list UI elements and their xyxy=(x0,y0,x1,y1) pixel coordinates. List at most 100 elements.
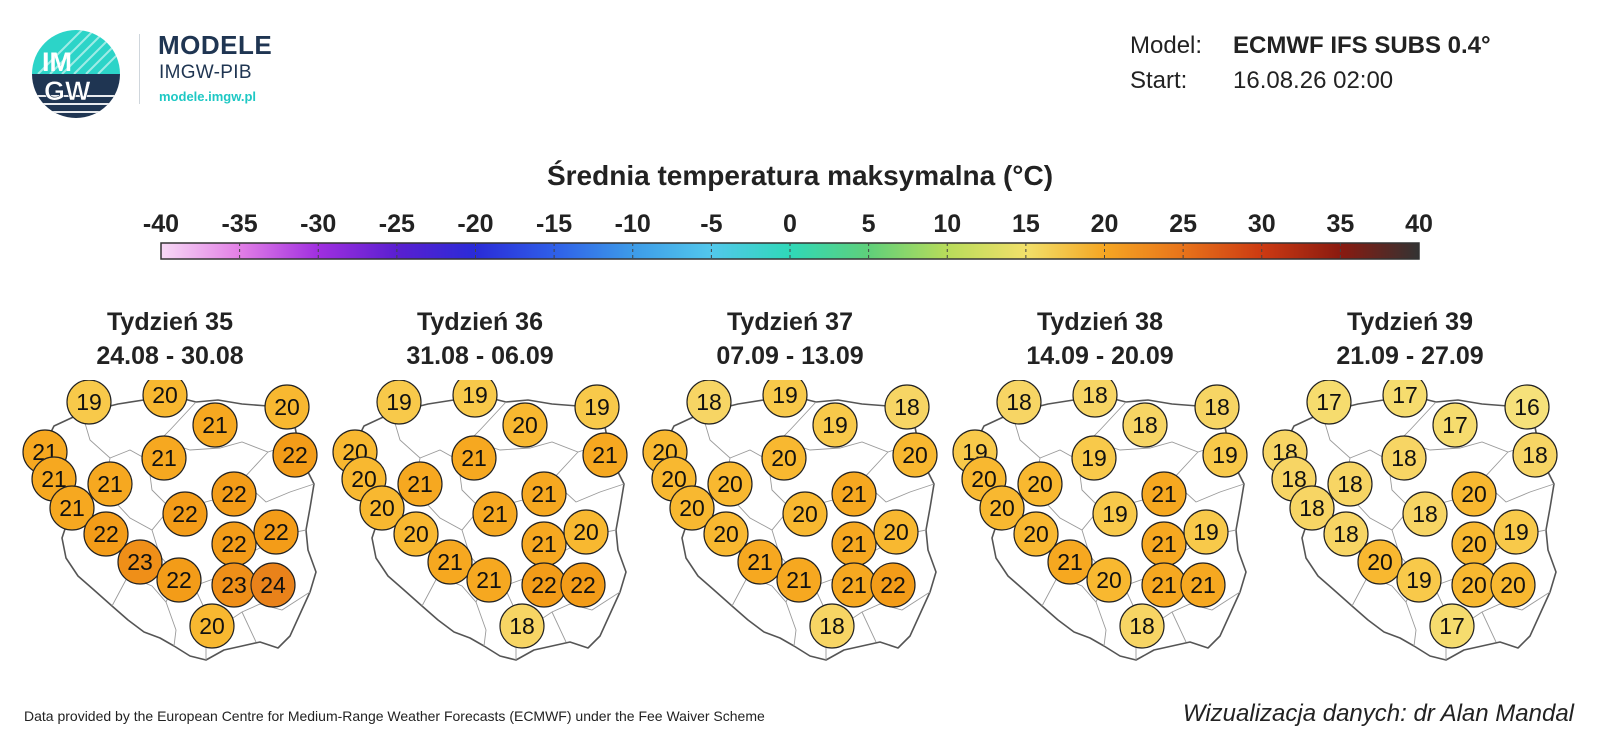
temperature-marker-circle xyxy=(452,380,498,418)
region-boundary xyxy=(551,611,567,643)
temperature-value: 22 xyxy=(166,567,192,593)
temperature-marker: 21 xyxy=(397,461,443,507)
temperature-value: 17 xyxy=(1442,412,1468,438)
region-boundary xyxy=(391,401,507,461)
temperature-value: 18 xyxy=(1204,394,1230,420)
temperature-value: 21 xyxy=(841,531,867,557)
temperature-value: 18 xyxy=(509,613,535,639)
temperature-marker: 22 xyxy=(156,557,202,603)
temperature-marker-circle xyxy=(66,380,112,425)
scale-tick-label: -35 xyxy=(222,210,258,238)
scale-tick-label: -20 xyxy=(457,210,493,238)
scale-tick-label: -5 xyxy=(700,210,722,238)
scale-tick-label: 20 xyxy=(1091,210,1119,238)
temperature-marker-circle xyxy=(703,511,749,557)
temperature-value: 20 xyxy=(274,394,300,420)
temperature-value: 19 xyxy=(386,389,412,415)
temperature-marker-circle xyxy=(782,491,828,537)
temperature-marker-circle xyxy=(776,557,822,603)
temperature-marker: 19 xyxy=(762,380,808,418)
temperature-value: 18 xyxy=(1412,501,1438,527)
temperature-marker-circle xyxy=(1086,557,1132,603)
temperature-value: 20 xyxy=(713,521,739,547)
temperature-marker-circle xyxy=(451,435,497,481)
temperature-marker-circle xyxy=(1323,511,1369,557)
temperature-value: 24 xyxy=(260,572,286,598)
temperature-marker-circle xyxy=(574,384,620,430)
scale-tick-label: -40 xyxy=(143,210,179,238)
temperature-marker-circle xyxy=(1451,471,1497,517)
brand-subtitle: IMGW-PIB xyxy=(159,62,252,83)
temperature-marker: 20 xyxy=(703,511,749,557)
temperature-value: 18 xyxy=(1333,521,1359,547)
temperature-marker-circle xyxy=(1141,471,1187,517)
temperature-marker: 20 xyxy=(359,485,405,531)
week-date-range: 14.09 - 20.09 xyxy=(1026,342,1174,370)
temperature-value: 20 xyxy=(1461,481,1487,507)
logo-divider xyxy=(139,34,140,104)
temperature-value: 22 xyxy=(221,481,247,507)
temperature-marker-circle xyxy=(211,471,257,517)
model-label: Model: xyxy=(1130,32,1203,59)
temperature-marker: 17 xyxy=(1429,603,1475,649)
temperature-marker: 18 xyxy=(1122,402,1168,448)
temperature-marker: 22 xyxy=(211,471,257,517)
temperature-marker: 21 xyxy=(1141,562,1187,608)
temperature-marker: 20 xyxy=(1357,539,1403,585)
temperature-marker-circle xyxy=(472,491,518,537)
temperature-value: 20 xyxy=(989,495,1015,521)
temperature-marker: 20 xyxy=(563,509,609,555)
temperature-marker: 20 xyxy=(502,402,548,448)
temperature-marker-circle xyxy=(669,485,715,531)
temperature-marker: 17 xyxy=(1432,402,1478,448)
temperature-marker-circle xyxy=(1092,491,1138,537)
temperature-marker-circle xyxy=(264,384,310,430)
temperature-value: 21 xyxy=(97,471,123,497)
temperature-marker: 18 xyxy=(1289,485,1335,531)
temperature-marker-circle xyxy=(192,402,238,448)
temperature-marker: 20 xyxy=(1490,562,1536,608)
temperature-marker: 21 xyxy=(472,491,518,537)
temperature-marker-circle xyxy=(1512,432,1558,478)
temperature-value: 20 xyxy=(1461,531,1487,557)
temperature-marker: 20 xyxy=(264,384,310,430)
temperature-marker-circle xyxy=(427,539,473,585)
week-date-range: 21.09 - 27.09 xyxy=(1336,342,1484,370)
temperature-marker-circle xyxy=(272,432,318,478)
temperature-marker-circle xyxy=(1493,509,1539,555)
temperature-value: 19 xyxy=(822,412,848,438)
temperature-value: 21 xyxy=(531,481,557,507)
temperature-marker-circle xyxy=(884,384,930,430)
temperature-value: 20 xyxy=(1461,572,1487,598)
temperature-value: 20 xyxy=(717,471,743,497)
temperature-value: 19 xyxy=(1503,519,1529,545)
temperature-value: 20 xyxy=(679,495,705,521)
temperature-marker: 19 xyxy=(452,380,498,418)
temperature-value: 21 xyxy=(482,501,508,527)
svg-text:GW: GW xyxy=(44,76,91,106)
temperature-value: 20 xyxy=(152,382,178,408)
temperature-marker-circle xyxy=(521,471,567,517)
temperature-marker: 19 xyxy=(1071,435,1117,481)
week-title: Tydzień 38 xyxy=(1037,308,1163,336)
scale-tick-label: -25 xyxy=(379,210,415,238)
region-boundary xyxy=(1095,601,1107,647)
temperature-marker-circle xyxy=(141,435,187,481)
temperature-marker: 21 xyxy=(521,521,567,567)
temperature-marker-circle xyxy=(979,485,1025,531)
temperature-marker-circle xyxy=(1013,511,1059,557)
temperature-value: 21 xyxy=(592,442,618,468)
temperature-marker-circle xyxy=(1047,539,1093,585)
temperature-value: 21 xyxy=(1151,481,1177,507)
temperature-marker: 20 xyxy=(979,485,1025,531)
scale-tick-label: 5 xyxy=(862,210,876,238)
temperature-marker: 20 xyxy=(669,485,715,531)
temperature-value: 20 xyxy=(1500,572,1526,598)
temperature-marker-circle xyxy=(87,461,133,507)
temperature-marker-circle xyxy=(49,485,95,531)
scale-tick-label: 25 xyxy=(1169,210,1197,238)
temperature-value: 20 xyxy=(1023,521,1049,547)
temperature-marker-circle xyxy=(1119,603,1165,649)
temperature-marker: 21 xyxy=(1047,539,1093,585)
